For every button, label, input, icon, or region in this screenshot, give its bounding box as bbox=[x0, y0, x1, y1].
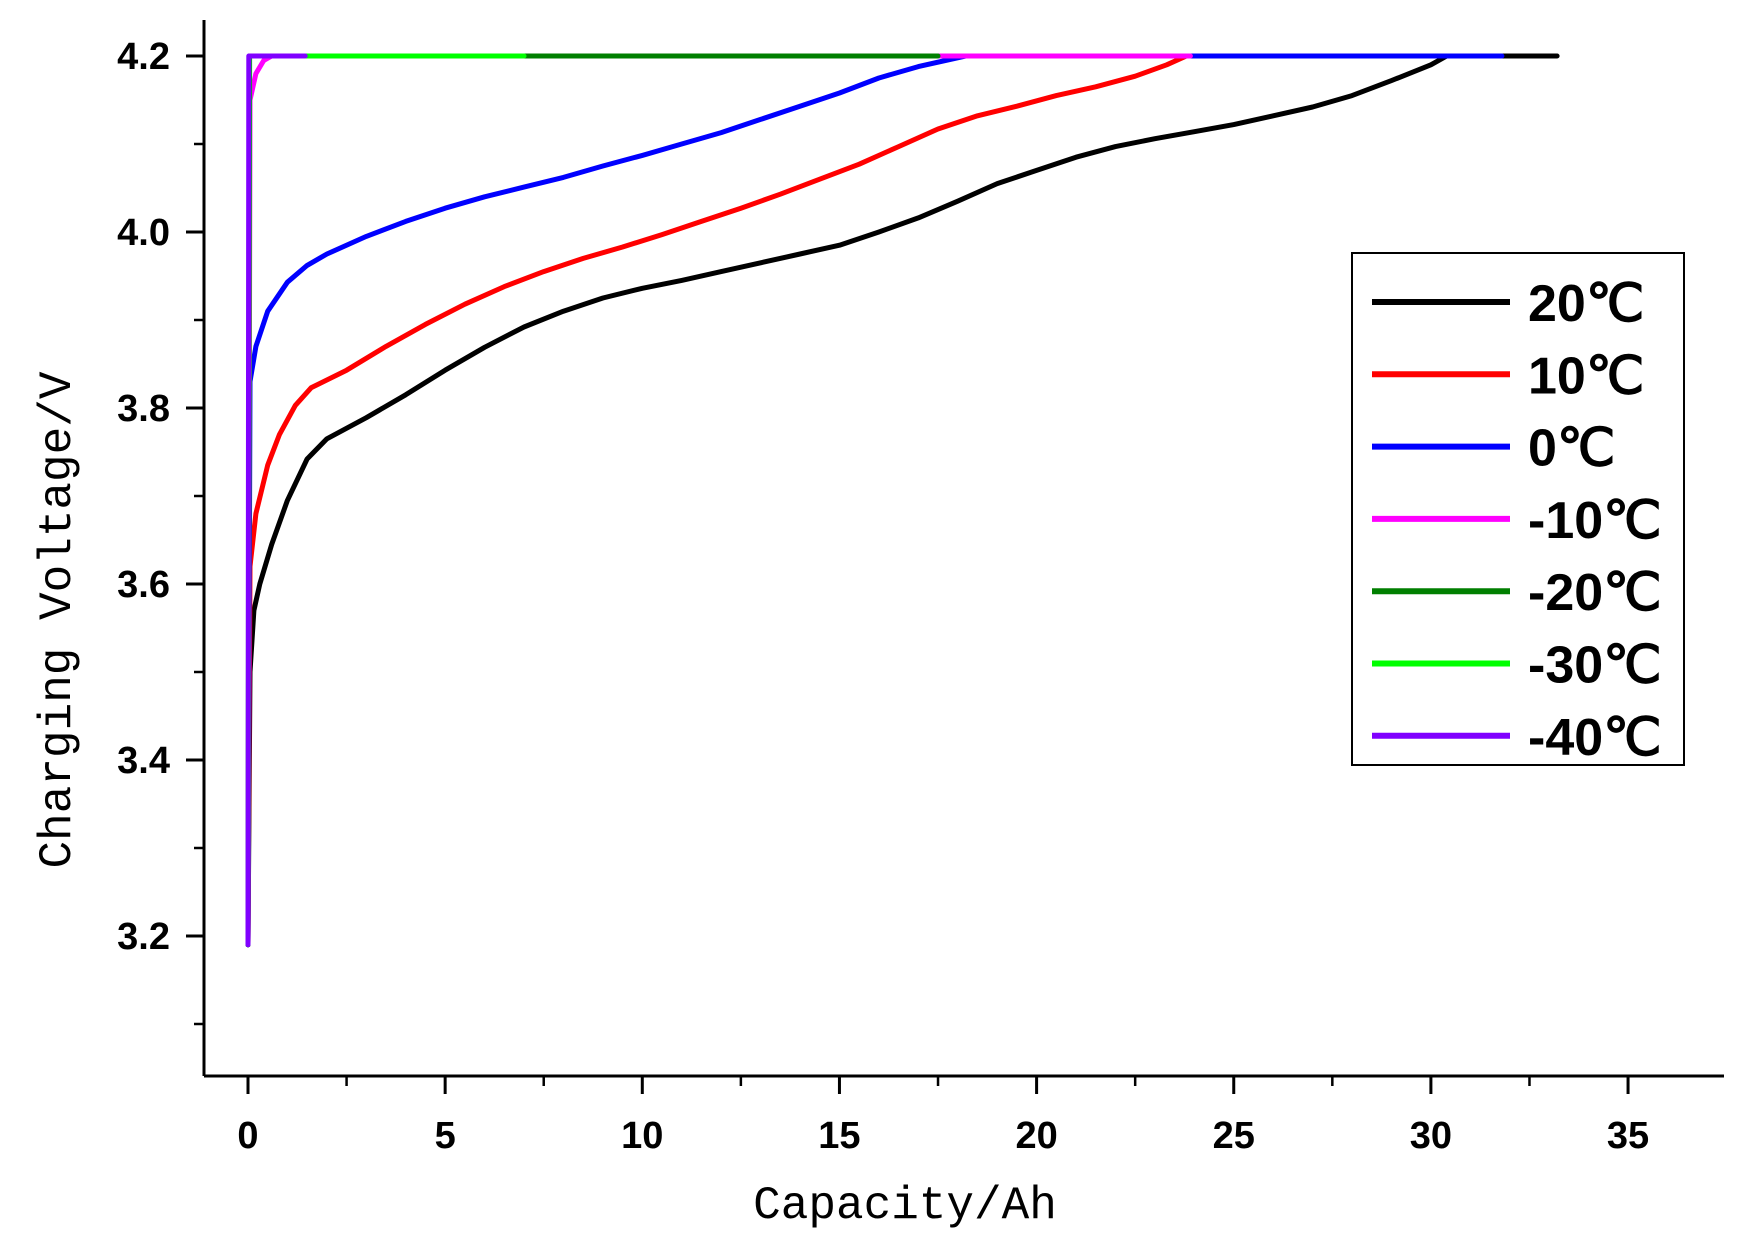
legend-label: -10℃ bbox=[1528, 492, 1662, 550]
legend-label: -20℃ bbox=[1528, 564, 1662, 622]
ticks-layer: 0 5 10 15 20 25 30 35 3.2 3.4 3.6 3.8 4.0 4.2 bbox=[117, 36, 1649, 1157]
x-tick-label: 10 bbox=[621, 1115, 663, 1157]
y-tick-label: 3.6 bbox=[117, 564, 170, 606]
x-tick-label: 20 bbox=[1015, 1115, 1057, 1157]
legend-label: 10℃ bbox=[1528, 347, 1644, 405]
legend-label: 20℃ bbox=[1528, 275, 1644, 333]
x-tick-label: 35 bbox=[1607, 1115, 1649, 1157]
legend-label: 0℃ bbox=[1528, 420, 1615, 478]
y-tick-label: 3.2 bbox=[117, 916, 170, 958]
x-tick-label: 30 bbox=[1410, 1115, 1452, 1157]
series-line-minus-10c bbox=[245, 53, 1193, 948]
series-line-0c bbox=[245, 53, 1505, 948]
y-tick-label: 3.4 bbox=[117, 740, 170, 782]
x-tick-label: 5 bbox=[435, 1115, 456, 1157]
x-tick-label: 15 bbox=[818, 1115, 860, 1157]
series-line-minus-20c bbox=[245, 53, 941, 948]
legend: 20℃ 10℃ 0℃ -10℃ -20℃ -30℃ -40℃ bbox=[1351, 252, 1685, 767]
x-tick-label: 25 bbox=[1213, 1115, 1255, 1157]
series-line-10c bbox=[245, 53, 1197, 948]
series-layer bbox=[245, 53, 1560, 948]
y-tick-label: 4.2 bbox=[117, 36, 170, 78]
legend-label: -30℃ bbox=[1528, 637, 1662, 695]
series-line-20c bbox=[245, 53, 1560, 948]
x-axis-title: Capacity/Ah bbox=[753, 1180, 1057, 1232]
legend-box bbox=[1351, 252, 1685, 766]
y-axis-title: Charging Voltage/V bbox=[32, 371, 84, 868]
series-line-minus-40c bbox=[245, 53, 308, 948]
axes-layer bbox=[202, 20, 1724, 1078]
y-tick-label: 3.8 bbox=[117, 388, 170, 430]
x-tick-label: 0 bbox=[237, 1115, 258, 1157]
y-tick-label: 4.0 bbox=[117, 212, 170, 254]
legend-label: -40℃ bbox=[1528, 709, 1662, 767]
